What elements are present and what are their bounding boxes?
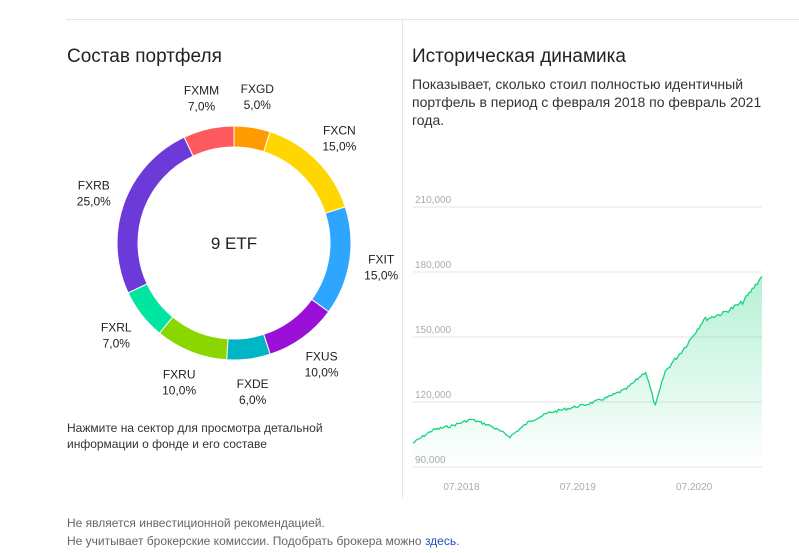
- history-line-chart: 90,000120,000150,000180,000210,00007.201…: [412, 195, 763, 493]
- x-tick-label: 07.2018: [443, 482, 480, 493]
- y-tick-label: 150,000: [415, 325, 452, 336]
- y-tick-label: 120,000: [415, 390, 452, 401]
- y-tick-label: 210,000: [415, 195, 452, 206]
- slice-label-name: FXDE: [237, 377, 269, 391]
- portfolio-title: Состав портфеля: [67, 46, 222, 67]
- slice-label-name: FXRL: [101, 320, 132, 334]
- portfolio-donut-chart[interactable]: FXGD 5,0% FXCN 15,0% FXIT 15,0% FXUS 10,0% FXDE 6…: [0, 0, 400, 420]
- donut-slice-fxmm[interactable]: [183, 125, 235, 157]
- slice-label-name: FXRB: [78, 179, 110, 193]
- slice-label-value: 7,0%: [103, 336, 131, 350]
- broker-link[interactable]: здесь: [424, 534, 457, 548]
- x-tick-label: 07.2019: [560, 482, 597, 493]
- slice-label-value: 15,0%: [364, 268, 398, 282]
- portfolio-hint: Нажмите на сектор для просмотра детально…: [67, 421, 323, 451]
- slice-label-name: FXGD: [241, 82, 275, 96]
- slice-label-name: FXCN: [323, 124, 356, 138]
- history-title: Историческая динамика: [412, 46, 626, 67]
- slice-label-name: FXUS: [306, 350, 338, 364]
- broker-note-text: Не учитывает брокерские комиссии. Подобр…: [67, 534, 425, 548]
- donut-center-label: 9 ETF: [211, 234, 257, 253]
- slice-label-value: 10,0%: [162, 384, 196, 398]
- slice-label-name: FXIT: [368, 252, 395, 266]
- portfolio-value-area: [413, 276, 762, 467]
- slice-label-value: 7,0%: [188, 100, 216, 114]
- slice-label-value: 6,0%: [239, 393, 267, 407]
- broker-note: Не учитывает брокерские комиссии. Подобр…: [67, 534, 459, 548]
- slice-label-value: 10,0%: [305, 366, 339, 380]
- slice-label-name: FXMM: [184, 84, 219, 98]
- slice-label-value: 5,0%: [244, 98, 272, 112]
- broker-note-suffix: .: [456, 534, 460, 548]
- x-tick-label: 07.2020: [676, 482, 713, 493]
- history-description: Показывает, сколько стоил полностью иден…: [412, 76, 762, 128]
- portfolio-value-line: [412, 275, 763, 444]
- slice-label-value: 15,0%: [322, 140, 356, 154]
- y-tick-label: 180,000: [415, 260, 452, 271]
- slice-label-value: 25,0%: [77, 195, 111, 209]
- disclaimer-text: Не является инвестиционной рекомендацией…: [67, 516, 325, 530]
- column-divider: [402, 20, 403, 498]
- slice-label-name: FXRU: [163, 368, 196, 382]
- top-rule: [66, 19, 799, 20]
